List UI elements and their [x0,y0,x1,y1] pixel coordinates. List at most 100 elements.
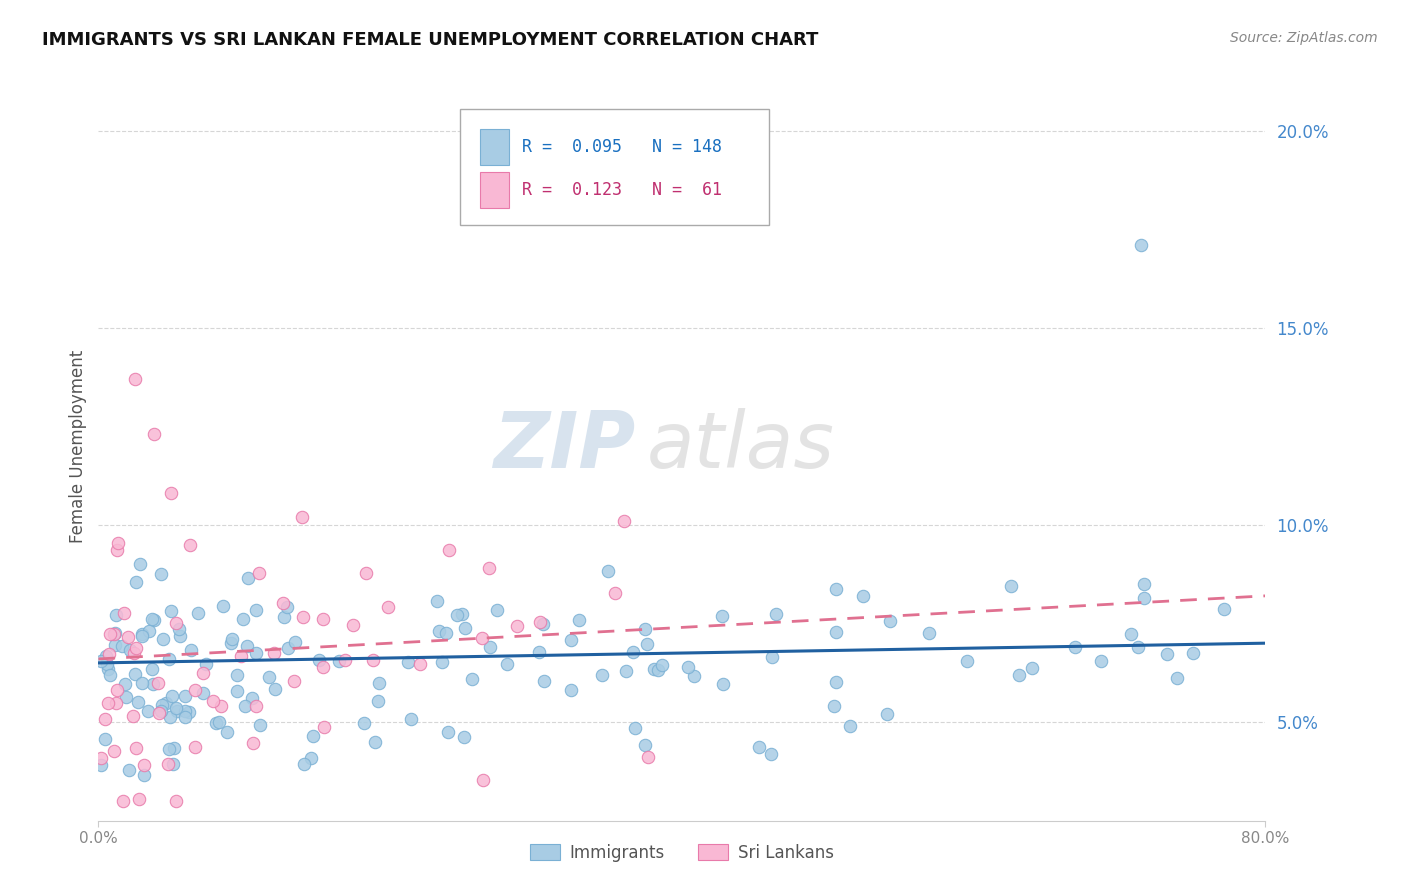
Sri Lankans [157,757,180,772]
Sri Lankans [283,673,305,688]
Immigrants [165,700,187,714]
Text: R =  0.095   N = 148: R = 0.095 N = 148 [522,138,723,156]
Immigrants [399,712,422,726]
Sri Lankans [271,596,294,610]
Immigrants [454,621,477,635]
Sri Lankans [97,696,120,710]
FancyBboxPatch shape [460,109,769,225]
Immigrants [1000,579,1022,593]
Immigrants [129,557,152,571]
Immigrants [219,636,242,650]
Sri Lankans [229,648,252,663]
Immigrants [956,654,979,668]
Immigrants [434,626,457,640]
Immigrants [1130,238,1153,252]
Immigrants [174,689,197,703]
Sri Lankans [245,698,267,713]
Immigrants [647,663,669,677]
Immigrants [166,704,188,718]
Text: R =  0.123   N =  61: R = 0.123 N = 61 [522,181,723,199]
Immigrants [294,757,316,772]
Immigrants [136,704,159,718]
Immigrants [1132,577,1154,591]
Immigrants [450,607,472,621]
Sri Lankans [160,486,183,500]
Sri Lankans [165,794,187,808]
Immigrants [328,654,350,668]
Sri Lankans [312,612,335,626]
Immigrants [1128,640,1150,655]
Immigrants [160,604,183,618]
Immigrants [174,710,197,724]
Immigrants [226,667,249,681]
Immigrants [194,657,217,671]
Sri Lankans [183,740,205,755]
Sri Lankans [506,619,529,633]
Immigrants [683,669,706,683]
Immigrants [169,629,191,643]
Immigrants [143,613,166,627]
Immigrants [643,662,665,676]
Sri Lankans [128,792,150,806]
Immigrants [1213,601,1236,615]
Immigrants [839,719,862,733]
Sri Lankans [179,538,201,552]
Immigrants [496,657,519,672]
Immigrants [825,674,848,689]
Immigrants [367,676,389,690]
Immigrants [131,629,153,643]
Immigrants [478,640,501,654]
Immigrants [125,575,148,590]
Immigrants [568,613,591,627]
Sri Lankans [342,618,364,632]
Immigrants [180,642,202,657]
Immigrants [276,599,298,614]
Immigrants [918,626,941,640]
Immigrants [1008,668,1031,682]
Sri Lankans [105,683,128,698]
Sri Lankans [209,699,232,714]
Sri Lankans [202,694,225,708]
Immigrants [560,633,582,648]
Immigrants [131,627,153,641]
Immigrants [159,710,181,724]
Immigrants [486,603,509,617]
Immigrants [245,603,267,617]
Immigrants [876,706,898,721]
Immigrants [1021,661,1043,675]
Text: ZIP: ZIP [494,408,636,484]
Immigrants [118,763,141,777]
Immigrants [115,690,138,704]
Immigrants [187,606,209,620]
Bar [479,172,509,208]
Immigrants [1166,671,1188,685]
Sri Lankans [94,712,117,726]
Sri Lankans [263,646,285,660]
Immigrants [598,564,620,578]
Text: Source: ZipAtlas.com: Source: ZipAtlas.com [1230,31,1378,45]
Immigrants [621,645,644,659]
Sri Lankans [191,665,214,680]
Immigrants [367,694,389,708]
Immigrants [111,639,134,653]
Sri Lankans [183,682,205,697]
Immigrants [765,607,787,622]
Sri Lankans [122,709,145,723]
Sri Lankans [291,510,314,524]
Immigrants [824,625,846,640]
Immigrants [446,607,468,622]
Immigrants [149,567,172,582]
Sri Lankans [377,599,399,614]
Immigrants [636,636,658,650]
Immigrants [825,582,848,596]
Immigrants [308,653,330,667]
Sri Lankans [637,750,659,764]
Immigrants [1064,640,1087,654]
Immigrants [162,757,184,772]
Immigrants [249,718,271,732]
Sri Lankans [605,585,627,599]
Immigrants [245,646,267,660]
Immigrants [1132,591,1154,606]
Immigrants [127,694,149,708]
Immigrants [634,622,657,636]
